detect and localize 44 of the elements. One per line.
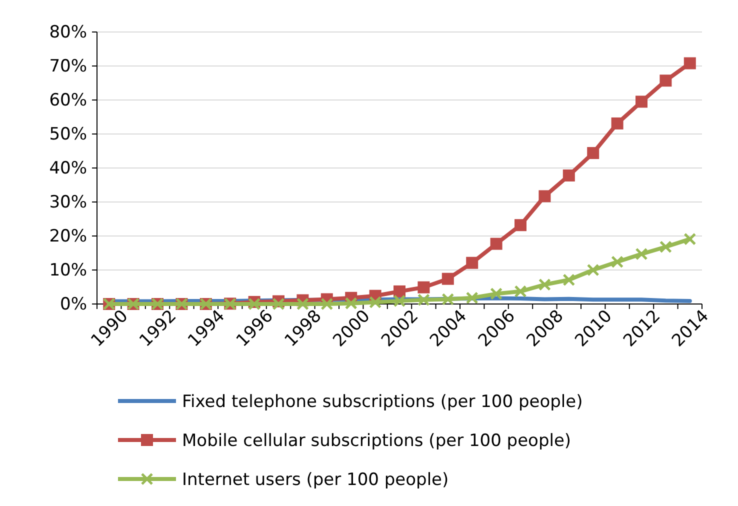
- y-tick-label: 60%: [49, 90, 87, 110]
- point: [490, 238, 502, 250]
- point: [248, 298, 261, 310]
- point: [490, 288, 503, 300]
- point: [442, 272, 454, 285]
- legend-label: Mobile cellular subscriptions (per 100 people): [182, 430, 572, 451]
- point: [587, 147, 600, 160]
- point: [611, 256, 624, 268]
- point: [635, 248, 648, 260]
- y-tick-label: 30%: [49, 192, 87, 212]
- point: [369, 296, 382, 309]
- y-tick-label: 20%: [49, 226, 87, 246]
- point: [442, 292, 454, 306]
- y-tick-label: 40%: [49, 158, 87, 178]
- y-tick-label: 70%: [49, 56, 87, 76]
- point: [514, 285, 527, 298]
- legend-label: Fixed telephone subscriptions (per 100 people): [182, 392, 583, 412]
- point: [636, 96, 648, 108]
- point: [684, 232, 696, 246]
- point: [514, 219, 526, 232]
- point: [393, 294, 406, 308]
- point: [538, 190, 551, 202]
- point: [684, 57, 696, 70]
- point: [296, 298, 309, 310]
- point: [394, 285, 406, 298]
- point: [418, 281, 430, 294]
- point: [320, 298, 334, 310]
- y-tick-label: 10%: [49, 260, 87, 280]
- point: [659, 240, 672, 254]
- point: [466, 292, 478, 304]
- point: [562, 274, 576, 286]
- point: [272, 298, 285, 310]
- point: [538, 278, 551, 291]
- point: [466, 256, 478, 269]
- point: [586, 264, 600, 276]
- point: [611, 117, 624, 130]
- point: [344, 297, 358, 310]
- point: [660, 74, 672, 87]
- legend-label: Internet users (per 100 people): [182, 470, 449, 490]
- y-tick-label: 80%: [49, 22, 87, 42]
- y-tick-label: 0%: [60, 294, 87, 314]
- point: [417, 294, 430, 306]
- y-tick-label: 50%: [49, 124, 87, 144]
- point: [562, 169, 575, 182]
